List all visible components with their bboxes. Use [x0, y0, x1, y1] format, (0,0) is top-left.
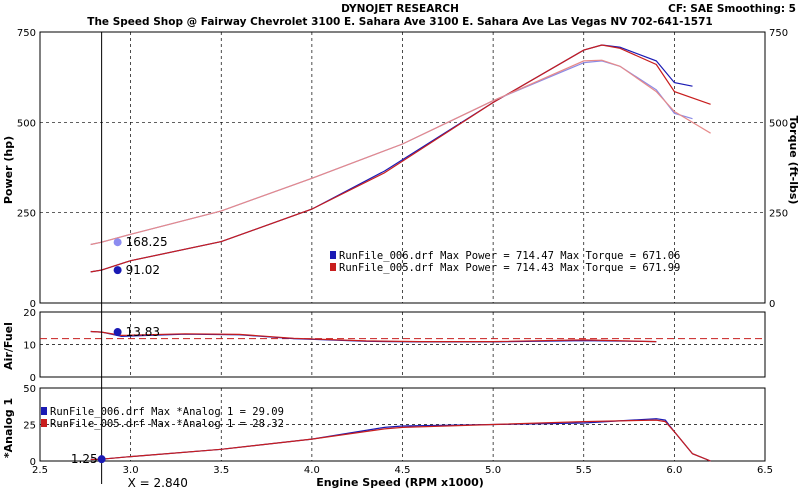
y-right-tick-label: 500	[769, 118, 788, 129]
x-tick-label: 4.5	[395, 465, 411, 476]
y-tick-label: 0	[30, 373, 36, 384]
y-tick-label: 0	[30, 299, 36, 310]
cursor-torque-marker	[113, 238, 122, 247]
y-tick-label: 250	[17, 209, 36, 220]
series-line-power-torque-power	[90, 44, 711, 273]
y-tick-label: 10	[23, 341, 36, 352]
y-tick-label: 25	[23, 421, 36, 432]
y-tick-label: 50	[23, 384, 36, 395]
legend-swatch-005	[330, 263, 336, 271]
analog-axis-label: *Analog 1	[2, 398, 15, 458]
x-tick-label: 5.5	[576, 465, 592, 476]
analog-legend-entry-006: RunFile_006.drf Max *Analog 1 = 29.09	[50, 406, 284, 418]
x-tick-label: 5.0	[485, 465, 501, 476]
y-tick-label: 20	[23, 308, 36, 319]
torque-axis-label: Torque (ft-lbs)	[787, 116, 800, 205]
afr-axis-label: Air/Fuel	[2, 322, 15, 370]
x-axis-label: Engine Speed (RPM x1000)	[316, 476, 484, 489]
x-tick-label: 4.0	[304, 465, 320, 476]
grid-lines	[40, 32, 765, 461]
status-text: CF: SAE Smoothing: 5	[668, 3, 796, 15]
series-line-analog	[90, 419, 711, 462]
y-right-tick-label: 750	[769, 28, 788, 39]
y-tick-label: 750	[17, 28, 36, 39]
series-line-power-torque-torque	[90, 60, 693, 246]
series-line-power-torque-torque	[90, 59, 711, 246]
series-line-air-fuel	[90, 330, 657, 343]
x-tick-label: 3.5	[213, 465, 229, 476]
cursor-power-value: 91.02	[126, 263, 160, 277]
legend-analog: RunFile_006.drf Max *Analog 1 = 29.09 Ru…	[41, 406, 284, 430]
power-axis-label: Power (hp)	[2, 136, 15, 204]
analog-legend-swatch-005	[41, 419, 47, 427]
chart-title: DYNOJET RESEARCH	[341, 3, 459, 15]
cursor-torque-value: 168.25	[126, 235, 168, 249]
y-tick-label: 0	[30, 457, 36, 468]
legend-entry-006: RunFile_006.drf Max Power = 714.47 Max T…	[339, 250, 680, 262]
legend-main: RunFile_006.drf Max Power = 714.47 Max T…	[330, 250, 680, 274]
x-tick-label: 6.5	[757, 465, 773, 476]
legend-entry-005: RunFile_005.drf Max Power = 714.43 Max T…	[339, 262, 680, 274]
legend-swatch-006	[330, 251, 336, 259]
cursor-analog-marker	[97, 455, 106, 464]
analog-legend-swatch-006	[41, 407, 47, 415]
x-tick-label: 6.0	[666, 465, 682, 476]
cursor-analog-value: 1.25	[71, 452, 98, 466]
chart-subtitle: The Speed Shop @ Fairway Chevrolet 3100 …	[87, 16, 712, 28]
cursor-afr-marker	[113, 328, 122, 337]
y-right-tick-label: 250	[769, 209, 788, 220]
cursor-x-readout: X = 2.840	[128, 476, 188, 489]
analog-legend-entry-005: RunFile_005.drf Max *Analog 1 = 28.32	[50, 418, 284, 430]
cursor-power-marker	[113, 266, 122, 275]
x-tick-label: 2.5	[32, 465, 48, 476]
y-tick-label: 500	[17, 118, 36, 129]
x-tick-label: 3.0	[123, 465, 139, 476]
series-line-power-torque-power	[90, 44, 693, 273]
cursor-afr-value: 13.83	[126, 325, 160, 339]
y-right-tick-label: 0	[769, 299, 775, 310]
